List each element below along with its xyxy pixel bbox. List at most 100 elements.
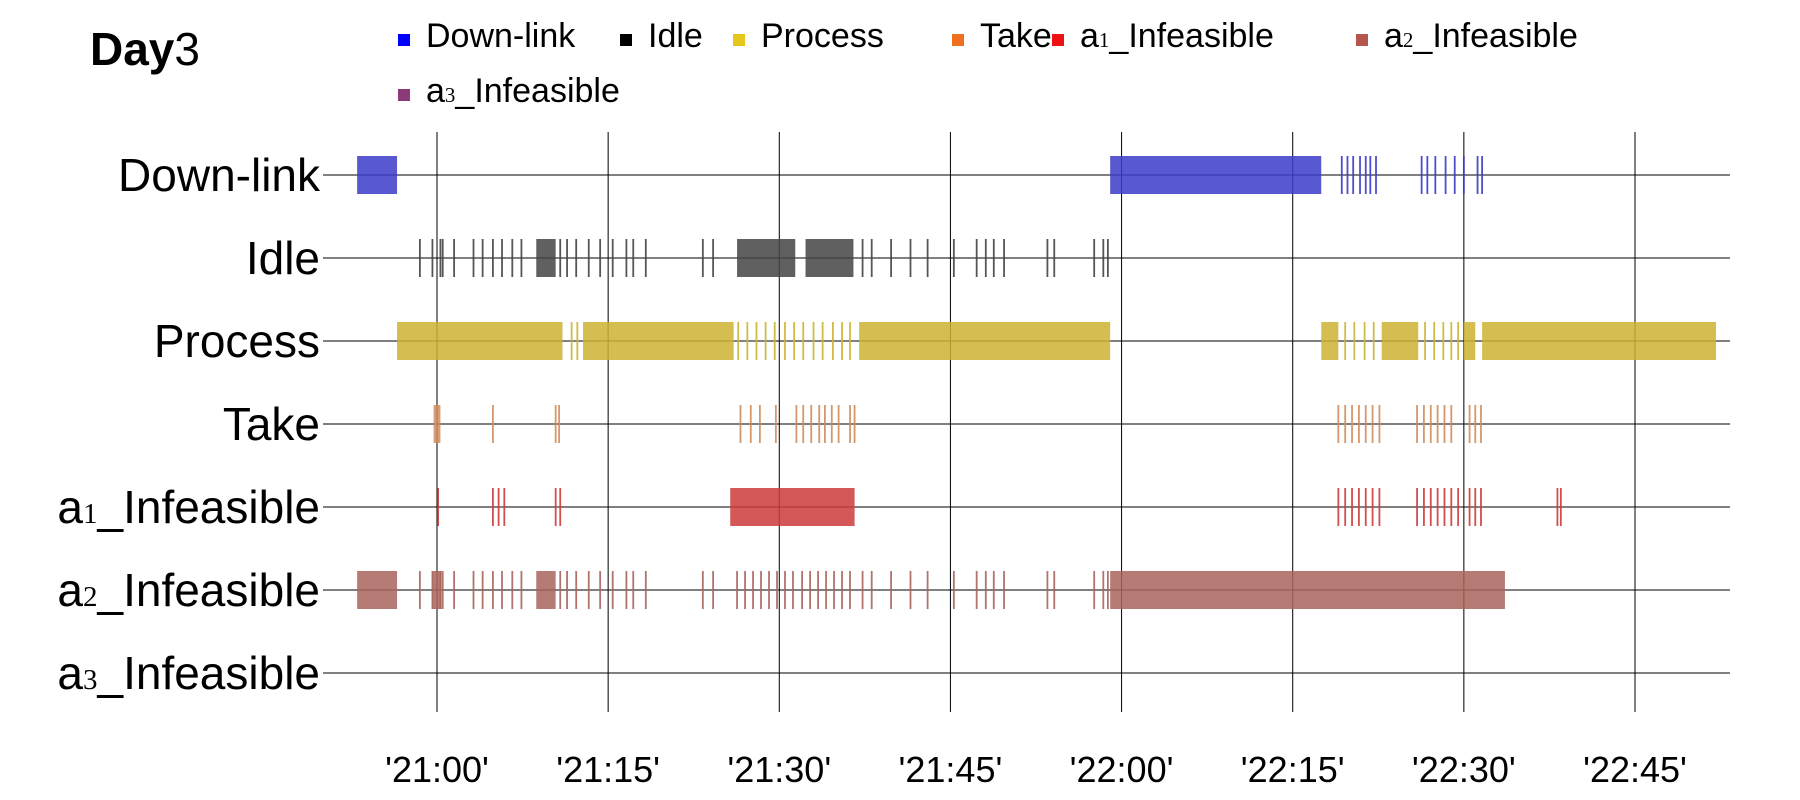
series-tick bbox=[611, 571, 614, 609]
legend-item: Take bbox=[952, 17, 1052, 55]
series-tick bbox=[1476, 156, 1479, 194]
series-tick bbox=[752, 571, 754, 609]
series-block bbox=[433, 405, 441, 443]
series-tick bbox=[492, 488, 494, 526]
series-tick bbox=[599, 239, 602, 277]
row-label: a3_Infeasible bbox=[57, 647, 320, 699]
series-tick bbox=[1420, 156, 1423, 194]
series-tick bbox=[1443, 405, 1446, 443]
series-tick bbox=[809, 571, 811, 609]
series-block bbox=[1381, 322, 1419, 360]
series-tick bbox=[1468, 405, 1471, 443]
series-block bbox=[536, 239, 556, 277]
series-tick bbox=[975, 571, 978, 609]
series-tick bbox=[575, 239, 578, 277]
series-tick bbox=[1378, 405, 1381, 443]
series-tick bbox=[587, 239, 590, 277]
series-tick bbox=[926, 239, 929, 277]
series-tick bbox=[1344, 488, 1347, 526]
series-block bbox=[730, 488, 855, 526]
series-tick bbox=[1102, 239, 1105, 277]
series-tick bbox=[632, 239, 635, 277]
series-tick bbox=[1359, 156, 1361, 194]
series-tick bbox=[749, 405, 752, 443]
series-tick bbox=[1434, 156, 1437, 194]
legend-swatch bbox=[733, 34, 745, 46]
series-tick bbox=[818, 405, 821, 443]
series-tick bbox=[1474, 488, 1477, 526]
series-tick bbox=[575, 571, 578, 609]
series-tick bbox=[861, 571, 864, 609]
series-tick bbox=[768, 571, 770, 609]
series-tick bbox=[1046, 239, 1049, 277]
series-tick bbox=[802, 322, 805, 360]
series-tick bbox=[492, 571, 494, 609]
series-tick bbox=[1344, 405, 1347, 443]
series-tick bbox=[1364, 156, 1367, 194]
series-tick bbox=[1424, 322, 1426, 360]
series-tick bbox=[755, 322, 758, 360]
series-tick bbox=[1102, 571, 1105, 609]
series-tick bbox=[472, 571, 475, 609]
series-tick bbox=[1046, 571, 1049, 609]
series-tick bbox=[418, 571, 421, 609]
series-tick bbox=[632, 571, 635, 609]
legend-swatch bbox=[620, 34, 632, 46]
series-block bbox=[432, 571, 442, 609]
series-tick bbox=[644, 571, 647, 609]
series-tick bbox=[1450, 488, 1453, 526]
series-tick bbox=[570, 322, 573, 360]
series-tick bbox=[830, 405, 833, 443]
series-tick bbox=[1003, 239, 1005, 277]
series-tick bbox=[744, 571, 746, 609]
series-tick bbox=[849, 571, 851, 609]
series-tick bbox=[511, 239, 514, 277]
series-tick bbox=[554, 405, 557, 443]
series-tick bbox=[625, 571, 628, 609]
series-tick bbox=[784, 571, 786, 609]
row-label: Process bbox=[154, 315, 320, 367]
series-block bbox=[1321, 322, 1339, 360]
series-tick bbox=[1450, 405, 1453, 443]
series-tick bbox=[841, 322, 843, 360]
legend-label: Down-link bbox=[426, 17, 576, 55]
series-tick bbox=[764, 322, 767, 360]
series-tick bbox=[1003, 571, 1005, 609]
series-tick bbox=[566, 571, 568, 609]
series-tick bbox=[1357, 405, 1360, 443]
series-block bbox=[536, 571, 556, 609]
series-tick bbox=[1340, 156, 1343, 194]
chart-title-bold: Day bbox=[90, 23, 175, 75]
series-tick bbox=[1106, 571, 1109, 609]
legend: Down-link Idle Process Take a1_Infeasible a2_… bbox=[398, 17, 1578, 110]
series-tick bbox=[1416, 488, 1418, 526]
series-tick bbox=[599, 571, 602, 609]
series-tick bbox=[849, 322, 851, 360]
series-tick bbox=[431, 239, 434, 277]
series-tick bbox=[1423, 405, 1425, 443]
series-tick bbox=[837, 405, 840, 443]
series-tick bbox=[566, 239, 568, 277]
legend-label: a2_Infeasible bbox=[1384, 17, 1578, 55]
legend-label: a1_Infeasible bbox=[1080, 17, 1274, 55]
series-tick bbox=[1357, 488, 1360, 526]
series-tick bbox=[1480, 405, 1482, 443]
series-tick bbox=[576, 322, 579, 360]
marks-layer bbox=[357, 156, 1717, 609]
series-tick bbox=[992, 239, 995, 277]
series-tick bbox=[1457, 322, 1460, 360]
series-tick bbox=[810, 405, 813, 443]
series-tick bbox=[492, 239, 494, 277]
series-tick bbox=[712, 571, 715, 609]
series-tick bbox=[441, 571, 444, 609]
grid-layer bbox=[323, 132, 1730, 712]
series-tick bbox=[1375, 156, 1377, 194]
series-tick bbox=[520, 571, 523, 609]
series-tick bbox=[453, 239, 456, 277]
chart-title: Day3 bbox=[90, 23, 200, 75]
legend-item: Process bbox=[733, 17, 884, 55]
series-tick bbox=[559, 488, 562, 526]
series-tick bbox=[792, 571, 794, 609]
series-tick bbox=[992, 571, 995, 609]
